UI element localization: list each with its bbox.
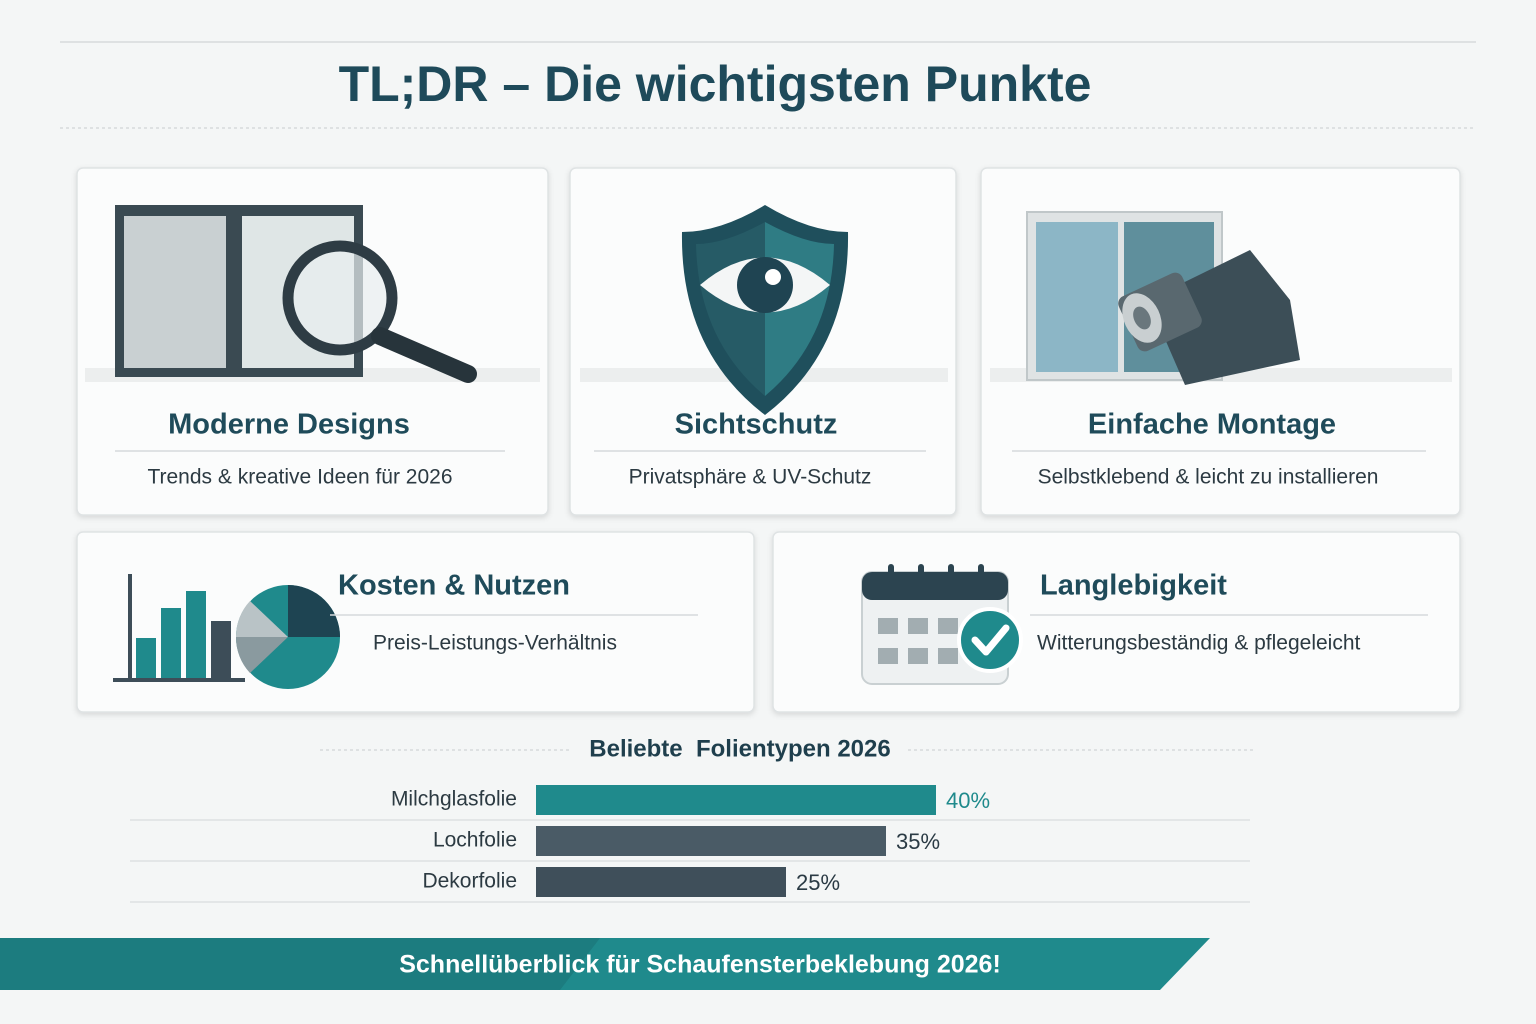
footer-text: Schnellüberblick für Schaufensterbeklebu… [399,951,1001,979]
bar [536,867,786,897]
card-subtitle: Privatsphäre & UV-Schutz [629,466,872,489]
icon-chart-pie [113,574,340,689]
chart-title: Beliebte Folientypen 2026 [589,735,890,762]
icon-calendar-check-part-part [938,618,958,634]
card-title: Sichtschutz [675,409,838,441]
category-label: Dekorfolie [422,870,517,893]
icon-calendar-check-part-part [908,648,928,664]
value-label: 25% [796,870,840,895]
icon-calendar-check-part-part [938,648,958,664]
icon-chart-pie-part [288,585,340,637]
bar-chart: Milchglasfolie 40% Lochfolie 35% Dekorfolie 2… [130,785,1250,903]
icon-window-roll-part [1133,306,1151,330]
icon-window-roll [990,211,1452,385]
bar [536,785,936,815]
icon-calendar-check-part [862,572,1008,600]
category-label: Milchglasfolie [391,788,517,811]
icon-calendar-check-part-part [878,618,898,634]
icon-chart-pie-part [161,608,181,678]
bar [536,826,886,856]
icon-window-magnifier-part [371,327,477,383]
chart-title-bg [572,734,906,766]
card-subtitle: Trends & kreative Ideen für 2026 [147,466,452,489]
icon-calendar-check-part [878,618,958,664]
icon-shield-eye [580,205,948,415]
icon-chart-pie-part [235,601,288,637]
card-subtitle: Witterungsbeständig & pflegeleicht [1037,632,1361,655]
icon-chart-pie-part [235,637,288,673]
icon-chart-pie-part [211,621,231,678]
card-subtitle: Selbstklebend & leicht zu installieren [1038,466,1379,489]
card-title: Kosten & Nutzen [338,570,570,602]
icon-calendar-check-part-part [908,618,928,634]
card-title: Moderne Designs [168,409,410,441]
icon-window-roll-part [1036,222,1118,372]
icon-calendar-check-part-part [918,564,924,582]
category-label: Lochfolie [433,829,517,852]
icon-calendar-check-part [957,607,1023,673]
icon-calendar-check-part [888,564,984,582]
icon-window-magnifier-part [282,240,398,356]
card-title: Einfache Montage [1088,409,1336,441]
icon-shield-eye-part [737,257,793,313]
icon-calendar-check-part-part [878,648,898,664]
icon-shield-eye-part [765,269,781,285]
value-label: 35% [896,829,940,854]
icon-chart-pie-part [136,638,156,678]
icon-window-roll-part [1148,250,1300,385]
icon-chart-pie-part [186,591,206,678]
footer-shade [0,938,600,990]
icon-calendar-check [861,564,1023,685]
icon-window-magnifier-part [124,216,226,368]
icon-calendar-check-part-part [948,564,954,582]
icon-calendar-check-part [971,624,1010,656]
icon-calendar-check-part-part [888,564,894,582]
icon-calendar-check-part-part [978,564,984,582]
page-title: TL;DR – Die wichtigsten Punkte [339,56,1092,112]
card-subtitle: Preis-Leistungs-Verhältnis [373,632,617,655]
icon-window-magnifier [85,205,540,383]
value-label: 40% [946,788,990,813]
card-title: Langlebigkeit [1040,570,1227,602]
